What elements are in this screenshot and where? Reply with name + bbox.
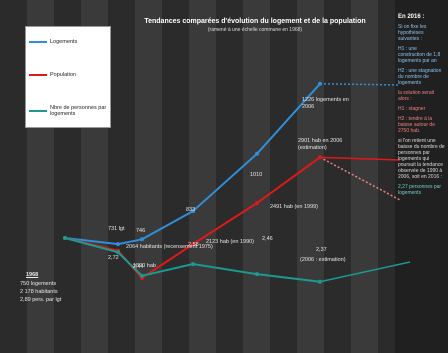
data-label: 2,72 (108, 255, 119, 261)
stripe (351, 0, 378, 353)
data-label: 2,44 (133, 264, 144, 270)
stripe (324, 0, 351, 353)
data-label: 731 lgt (108, 226, 125, 232)
side-text: H1 : une construction de 1,8 logements p… (398, 46, 441, 64)
stripe (162, 0, 189, 353)
data-label: 750 logements (20, 281, 57, 287)
data-label: 2901 hab en 2006 (estimation) (298, 138, 343, 151)
data-label: 833 (186, 207, 196, 213)
stripe (135, 0, 162, 353)
data-label: 1010 (250, 172, 263, 178)
point (191, 209, 195, 214)
side-text: si l'on retient une baisse du nombre de … (398, 138, 445, 180)
legend-swatch (29, 41, 47, 43)
point (140, 273, 144, 278)
series-line (64, 156, 321, 280)
point (255, 151, 259, 156)
point (318, 155, 322, 160)
point (116, 242, 120, 247)
stripe (0, 0, 27, 353)
data-label: 1820 hab (133, 263, 156, 269)
chart-subtitle: (ramené à une échelle commune en 1968) (207, 27, 303, 33)
stripe (216, 0, 243, 353)
side-text: la solution serait alors : (398, 90, 435, 102)
data-label: 2,89 pers. par lgt (20, 297, 62, 303)
side-text: Si on fixe les hypothèses suivantes : (398, 24, 427, 42)
point (191, 242, 195, 247)
data-label: 2,58 (188, 242, 199, 248)
point (255, 272, 259, 277)
point (318, 81, 322, 86)
projection (319, 261, 411, 283)
data-label: 1226 logements en 2006 (302, 97, 349, 110)
stripe (243, 0, 270, 353)
legend-entry: Population (29, 72, 76, 78)
annotation: (2006 : estimation) (300, 257, 346, 263)
data-label: 2 178 habitants (20, 289, 58, 295)
side-text: H2 : tendre à la baisse autour de 2750 h… (398, 116, 435, 134)
legend-entry: Logements (29, 39, 77, 45)
point (318, 279, 322, 284)
projection (319, 156, 401, 161)
chart-title: Tendances comparées d'évolution du logem… (144, 18, 366, 25)
legend-label: Population (50, 72, 76, 78)
point (255, 201, 259, 206)
series-line (64, 83, 321, 246)
point (63, 236, 67, 240)
data-label: 746 (136, 228, 146, 234)
series-line (64, 237, 321, 283)
legend-entry: Nbre de personnes par logements (29, 105, 108, 117)
side-panel: En 2016 : Si on fixe les hypothèses suiva… (398, 14, 445, 200)
point (191, 262, 195, 267)
stripe (108, 0, 135, 353)
data-label: 2123 hab (en 1990) (206, 239, 255, 245)
data-label: 2,37 (316, 247, 327, 253)
side-bg (395, 0, 448, 353)
stripe (297, 0, 324, 353)
legend-label: Nbre de personnes par logements (50, 105, 107, 117)
side-text: 2,27 personnes par logements (398, 184, 442, 196)
legend-swatch (29, 110, 47, 112)
legend-label: Logements (50, 39, 78, 45)
side-text: H2 : une stagnation du nombre de logemen… (398, 68, 442, 86)
side-text: H1 : stagner (398, 106, 426, 112)
data-label: 2491 hab (en 1999) (270, 204, 319, 210)
projection (319, 156, 401, 201)
annotation: 1968 (26, 272, 39, 278)
side-title: En 2016 : (398, 14, 425, 20)
legend: Logements Population Nbre de personnes par… (25, 26, 111, 128)
data-label: 2064 habitants (recensement 1975) (126, 244, 213, 250)
projection (319, 83, 401, 86)
legend-swatch (29, 74, 47, 76)
data-label: 2,46 (262, 236, 273, 242)
stripe (189, 0, 216, 353)
point (116, 250, 120, 255)
point (140, 237, 144, 242)
